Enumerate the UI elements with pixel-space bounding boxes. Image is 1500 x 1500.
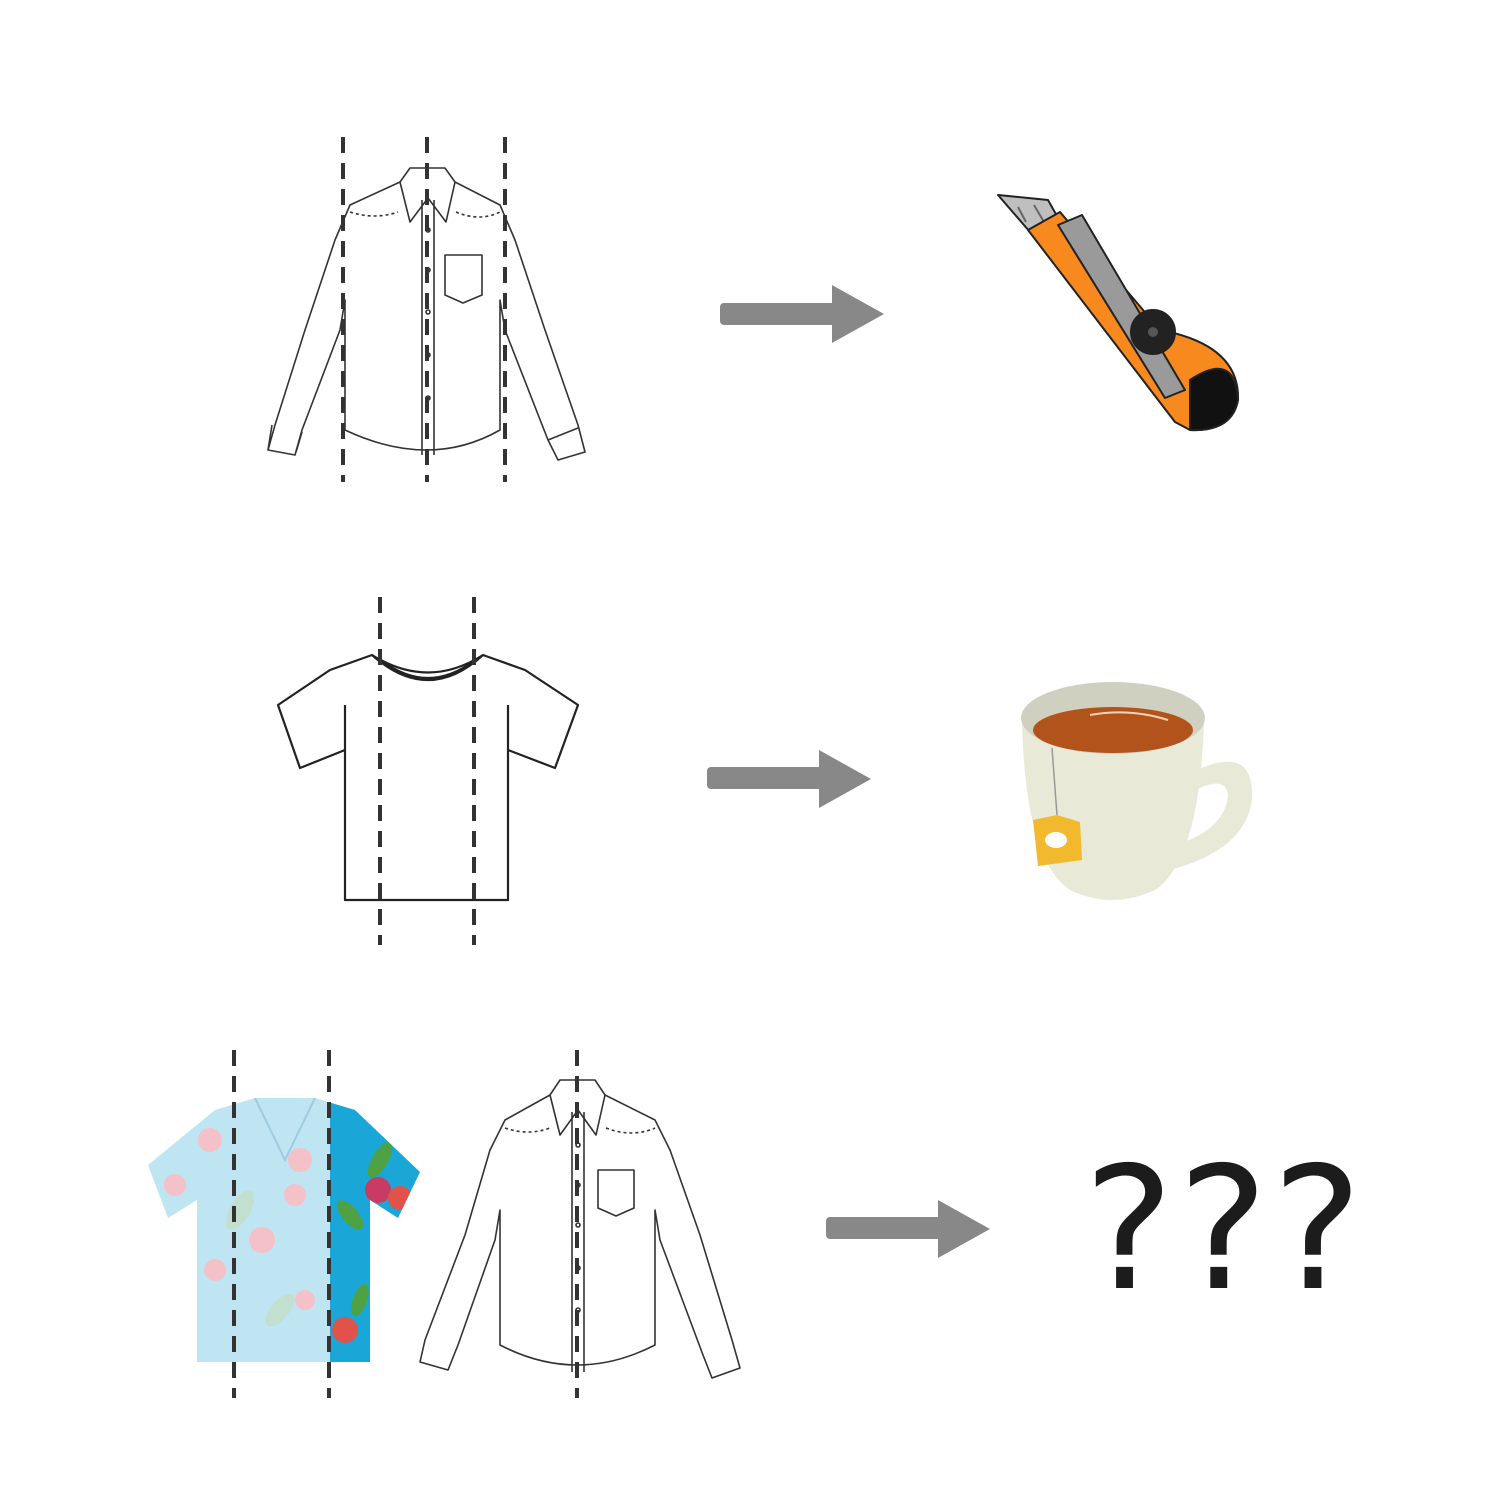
row-1-drawing — [267, 137, 1240, 482]
cut-lines — [378, 597, 476, 945]
row-2-drawing — [276, 597, 1253, 945]
arrow-icon — [707, 750, 871, 808]
row-1 — [0, 0, 1500, 500]
row-2 — [276, 597, 1253, 945]
arrow-icon — [826, 1200, 990, 1258]
cut-lines — [341, 137, 507, 482]
arrow-icon — [720, 285, 884, 343]
t-shirt-icon — [276, 653, 580, 902]
utility-knife-icon — [997, 194, 1240, 432]
cut-lines — [232, 1050, 579, 1398]
unknown-answer-text: ??? — [1083, 1131, 1367, 1329]
hawaiian-shirt-icon — [148, 1097, 420, 1362]
long-sleeve-shirt-icon — [419, 1079, 741, 1379]
tea-cup-icon — [1021, 682, 1253, 900]
